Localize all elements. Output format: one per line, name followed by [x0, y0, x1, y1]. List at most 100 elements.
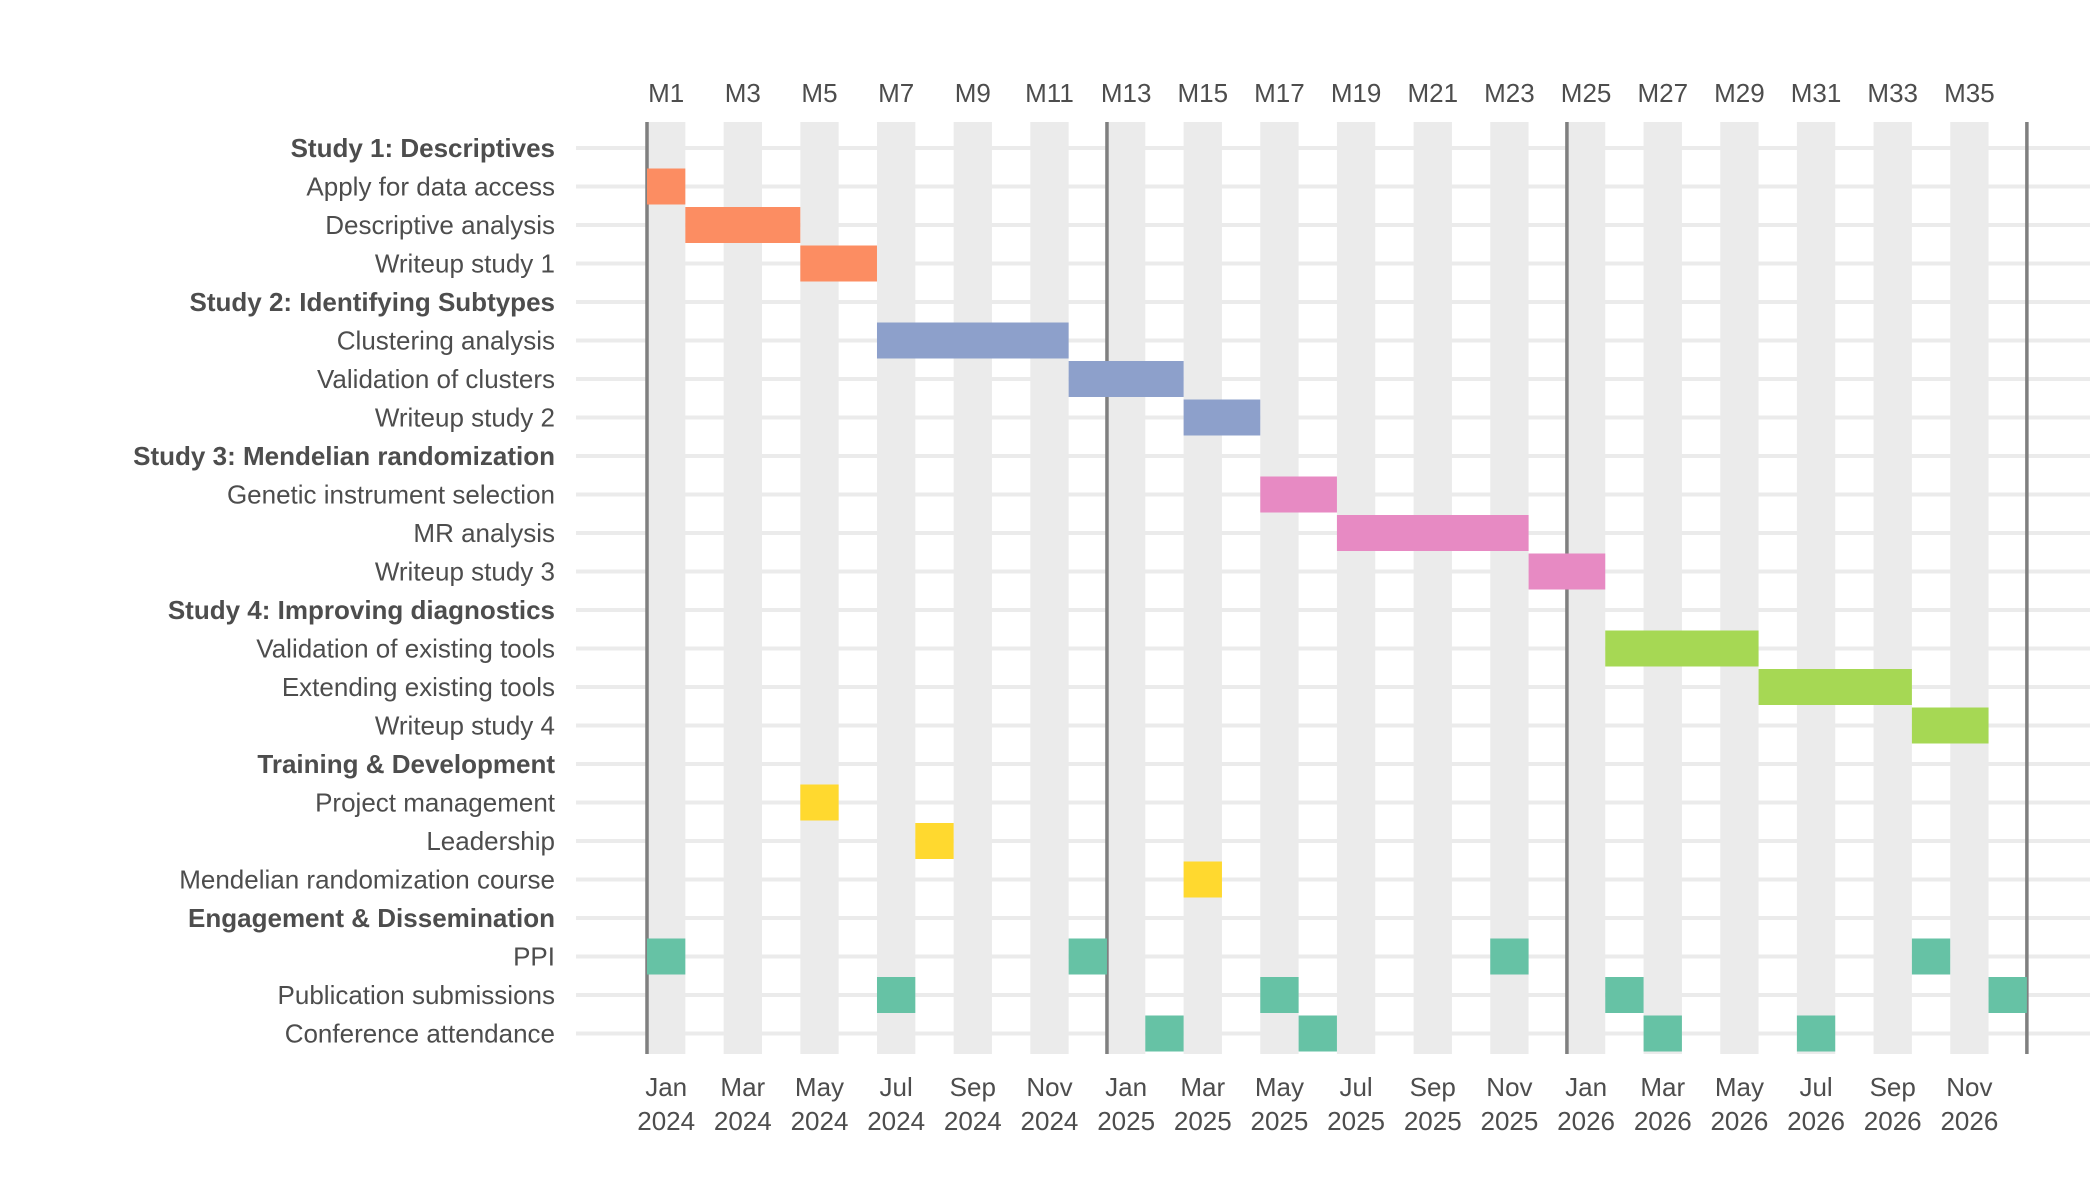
group-label: Study 4: Improving diagnostics — [168, 595, 555, 625]
bottom-tick-month: May — [795, 1072, 844, 1102]
task-label: MR analysis — [413, 518, 555, 548]
task-bar — [1796, 1015, 1836, 1052]
task-bar — [1528, 553, 1606, 590]
month-stripe — [1106, 122, 1146, 1054]
bottom-tick-year: 2026 — [1864, 1106, 1922, 1136]
bottom-tick-month: Nov — [1486, 1072, 1532, 1102]
task-label: Genetic instrument selection — [227, 480, 555, 510]
top-tick-label: M23 — [1484, 78, 1535, 108]
task-label: Descriptive analysis — [325, 210, 555, 240]
top-tick-label: M31 — [1791, 78, 1842, 108]
task-bar — [1643, 1015, 1682, 1052]
task-bar — [647, 938, 686, 975]
task-label: Mendelian randomization course — [179, 865, 555, 895]
top-tick-label: M25 — [1561, 78, 1612, 108]
top-tick-label: M35 — [1944, 78, 1995, 108]
bottom-date-axis: Jan 2024 Mar 2024 May 2024 Jul 2024 Sep 2024 Nov 20… — [637, 1072, 1998, 1136]
top-tick-label: M19 — [1331, 78, 1382, 108]
month-stripe — [876, 122, 916, 1054]
task-bar — [685, 207, 801, 243]
task-bar — [800, 784, 839, 821]
task-bar — [1068, 361, 1184, 397]
row-gridlines — [576, 146, 2090, 1036]
bottom-tick-month: Jul — [1799, 1072, 1832, 1102]
month-stripe — [953, 122, 992, 1054]
bottom-tick-year: 2025 — [1481, 1106, 1539, 1136]
bottom-tick-month: Sep — [1410, 1072, 1456, 1102]
task-label: Validation of existing tools — [256, 634, 555, 664]
bottom-tick-year: 2024 — [1021, 1106, 1079, 1136]
task-label: Apply for data access — [306, 172, 555, 202]
task-bar — [1183, 861, 1222, 898]
top-tick-label: M5 — [801, 78, 837, 108]
task-bar — [1490, 938, 1529, 975]
task-bar — [1605, 630, 1759, 667]
group-label: Study 1: Descriptives — [291, 133, 555, 163]
task-bar — [1911, 938, 1951, 975]
bottom-tick-year: 2025 — [1097, 1106, 1155, 1136]
task-bar — [876, 977, 916, 1013]
top-tick-label: M29 — [1714, 78, 1765, 108]
bottom-tick-year: 2025 — [1327, 1106, 1385, 1136]
task-bar — [1183, 399, 1261, 436]
month-stripe — [1336, 122, 1376, 1054]
top-month-axis: M1 M3 M5 M7 M9 M11 M13 M15 M17 M19 M21 M23 M25 M27 M29… — [648, 78, 1995, 108]
top-tick-label: M27 — [1637, 78, 1688, 108]
month-stripe — [1950, 122, 1989, 1054]
bottom-tick-month: Mar — [720, 1072, 765, 1102]
bottom-tick-month: Mar — [1180, 1072, 1225, 1102]
task-label: PPI — [513, 942, 555, 972]
bottom-tick-month: Sep — [1870, 1072, 1916, 1102]
task-bar — [1758, 669, 1912, 705]
bottom-tick-year: 2025 — [1251, 1106, 1309, 1136]
bottom-tick-year: 2026 — [1634, 1106, 1692, 1136]
bottom-tick-month: Sep — [950, 1072, 996, 1102]
task-bar — [647, 168, 686, 205]
task-bar — [915, 823, 954, 859]
month-stripe — [1260, 122, 1299, 1054]
bottom-tick-month: Jan — [1565, 1072, 1607, 1102]
bottom-tick-month: Nov — [1946, 1072, 1992, 1102]
top-tick-label: M33 — [1867, 78, 1918, 108]
month-stripe — [1183, 122, 1222, 1054]
group-label: Study 3: Mendelian randomization — [133, 441, 555, 471]
bottom-tick-year: 2024 — [867, 1106, 925, 1136]
task-label: Validation of clusters — [317, 364, 555, 394]
top-tick-label: M9 — [955, 78, 991, 108]
month-stripe — [723, 122, 762, 1054]
task-bar — [1988, 977, 2027, 1013]
task-label: Leadership — [426, 826, 555, 856]
month-stripe — [1413, 122, 1452, 1054]
bottom-tick-month: Jan — [1105, 1072, 1147, 1102]
bottom-tick-month: Mar — [1640, 1072, 1685, 1102]
bottom-tick-month: May — [1255, 1072, 1304, 1102]
month-stripe — [1720, 122, 1759, 1054]
top-tick-label: M3 — [725, 78, 761, 108]
task-bar — [1145, 1015, 1184, 1052]
task-bar — [1911, 707, 1989, 744]
task-label: Extending existing tools — [282, 672, 555, 702]
bottom-tick-year: 2026 — [1710, 1106, 1768, 1136]
task-label: Writeup study 3 — [375, 557, 555, 587]
month-stripe — [1873, 122, 1912, 1054]
task-label: Writeup study 1 — [375, 249, 555, 279]
task-label: Clustering analysis — [337, 326, 555, 356]
month-stripe — [1030, 122, 1069, 1054]
month-stripe — [1643, 122, 1682, 1054]
task-bar — [1260, 476, 1337, 513]
bottom-tick-year: 2025 — [1404, 1106, 1462, 1136]
bottom-tick-year: 2025 — [1174, 1106, 1232, 1136]
bottom-tick-year: 2026 — [1940, 1106, 1998, 1136]
task-label: Writeup study 4 — [375, 711, 555, 741]
bottom-tick-month: Jan — [645, 1072, 687, 1102]
task-label: Conference attendance — [285, 1019, 555, 1049]
top-tick-label: M17 — [1254, 78, 1305, 108]
bottom-tick-month: Jul — [880, 1072, 913, 1102]
month-stripe — [647, 122, 686, 1054]
month-stripe — [1490, 122, 1529, 1054]
task-bar — [1068, 938, 1107, 975]
task-bar — [1336, 515, 1529, 551]
task-bar — [1605, 977, 1644, 1013]
bottom-tick-year: 2024 — [637, 1106, 695, 1136]
top-tick-label: M21 — [1407, 78, 1458, 108]
